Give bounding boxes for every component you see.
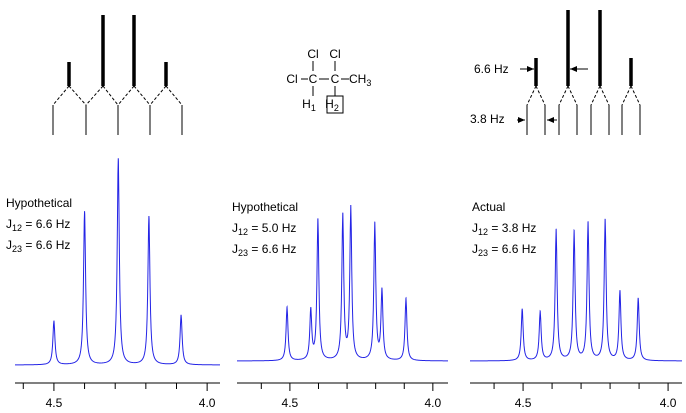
atom: C xyxy=(331,72,340,86)
spectrum-peak xyxy=(69,211,102,365)
spectrum-peak xyxy=(547,228,566,358)
spectrum-peak xyxy=(596,218,613,356)
spectrum-peak xyxy=(15,320,70,366)
annotation: J12 = 5.0 Hz xyxy=(232,221,296,237)
arrow-head xyxy=(527,66,534,72)
spectrum-peak xyxy=(237,305,299,362)
x-tick-label: 4.5 xyxy=(282,396,299,410)
arrow-head xyxy=(570,66,577,72)
annotation: J23 = 6.6 Hz xyxy=(6,238,70,254)
splitting-tree xyxy=(52,15,183,135)
annotation: J12 = 6.6 Hz xyxy=(6,217,70,233)
molecule: Cl Cl Cl C C CH3 H1 H2 xyxy=(286,47,371,114)
spectrum-peak xyxy=(531,309,549,360)
spectrum-peak xyxy=(313,218,331,359)
spacing-label: 6.6 Hz xyxy=(474,62,509,76)
atom: CH3 xyxy=(349,72,371,88)
annotation: Hypothetical xyxy=(232,200,298,214)
spectrum-peak xyxy=(101,158,134,364)
annotation: Actual xyxy=(472,200,505,214)
splitting-tree: 6.6 Hz 3.8 Hz xyxy=(470,10,641,135)
atom: Cl xyxy=(307,47,318,61)
spectrum-peak xyxy=(362,221,379,359)
spectrum-peak xyxy=(298,307,315,360)
spectrum-peak xyxy=(346,204,363,359)
arrow-head xyxy=(547,117,554,123)
atom: H2 xyxy=(325,97,339,113)
spectrum-peak xyxy=(580,221,597,356)
spectrum-peak xyxy=(470,308,532,362)
spectrum-peak xyxy=(565,228,582,357)
spectrum-peak xyxy=(133,215,166,365)
annotation: J23 = 6.6 Hz xyxy=(232,242,296,258)
spectrum-peak xyxy=(164,314,220,366)
arrow-head xyxy=(518,117,525,123)
atom: H1 xyxy=(302,97,316,113)
x-tick-label: 4.0 xyxy=(660,396,677,410)
annotation: J23 = 6.6 Hz xyxy=(472,242,536,258)
spectrum-peak xyxy=(393,296,448,362)
spectrum-peak xyxy=(629,297,683,362)
x-tick-label: 4.5 xyxy=(515,396,532,410)
annotation: J12 = 3.8 Hz xyxy=(472,221,536,237)
x-tick-label: 4.0 xyxy=(425,396,442,410)
spacing-label: 3.8 Hz xyxy=(470,112,505,126)
spectrum-peak xyxy=(330,212,348,359)
atom: C xyxy=(309,72,318,86)
spectrum-peak xyxy=(612,290,630,359)
atom: Cl xyxy=(286,72,297,86)
atom: Cl xyxy=(329,47,340,61)
spectrum-peak xyxy=(377,287,394,360)
x-tick-label: 4.5 xyxy=(46,396,63,410)
annotation: Hypothetical xyxy=(6,196,72,210)
x-tick-label: 4.0 xyxy=(199,396,216,410)
